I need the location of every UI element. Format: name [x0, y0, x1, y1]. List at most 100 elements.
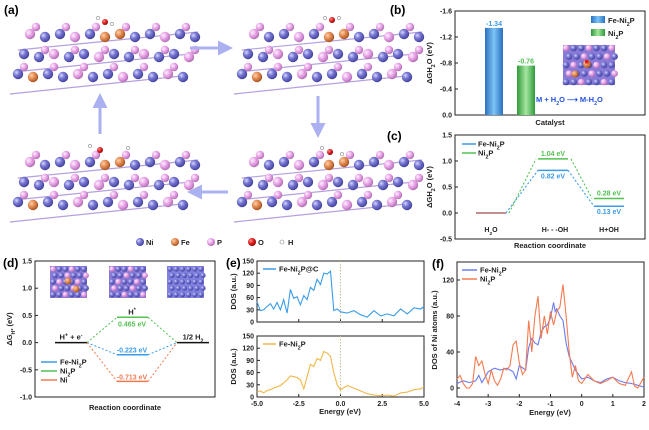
ni-atom: [102, 196, 114, 208]
ni-atom: [302, 48, 314, 60]
p-atom: [70, 173, 80, 183]
ni-atom: [39, 31, 51, 43]
atom: [565, 53, 573, 60]
text-run: Fe-Ni: [279, 265, 298, 274]
bar-fe-ni2p: [485, 27, 503, 115]
p-atom: [272, 48, 284, 60]
ni-atom: [266, 68, 278, 80]
atom: [68, 266, 75, 272]
ni-atom: [263, 31, 275, 43]
energy-label: 0.465 eV: [118, 321, 146, 328]
legend-label: Ni2P: [478, 149, 493, 161]
h-atom: [110, 22, 114, 26]
legend-label-fe: Fe: [181, 238, 190, 247]
text-run: Ni: [60, 367, 68, 376]
transition-path: [147, 316, 178, 343]
p-atom: [162, 196, 174, 208]
p-atom: [255, 22, 265, 32]
p-atom: [24, 156, 36, 168]
text-run: Ni: [480, 275, 488, 284]
ni-atom: [311, 199, 323, 211]
transition-path: [86, 316, 118, 343]
p-atom: [48, 48, 60, 60]
category-label-initial: H+ + e-: [60, 333, 83, 342]
p-atom: [181, 22, 191, 32]
fe-atom: [72, 285, 80, 293]
ni-atom: [108, 48, 120, 60]
atom: [181, 285, 187, 291]
dos-curve-fe-ni2p@c: [256, 270, 425, 318]
ni-atom: [174, 28, 186, 40]
text-run: ΔG: [5, 334, 14, 345]
atom: [167, 292, 173, 298]
ni-atom: [54, 28, 66, 40]
atom: [76, 272, 83, 279]
element-legend: Ni Fe P O H: [136, 238, 293, 247]
atom: [50, 266, 56, 272]
p-atom: [375, 22, 385, 32]
x-tick-label: 2.5: [377, 401, 387, 408]
category-label: H- - -OH: [542, 227, 568, 234]
p-atom: [296, 68, 308, 80]
p-atom: [159, 31, 171, 43]
atom: [179, 266, 185, 272]
x-axis-label: Reaction coordinate: [89, 403, 161, 412]
ni-atom: [18, 176, 30, 188]
p-atom: [93, 51, 105, 63]
panel-d: (d) 1.5 1.0 0.5 0.0 -0.5 -1.0 -0.223 eV 0.465 e…: [3, 256, 216, 412]
atom: [577, 44, 585, 52]
p-atom: [414, 173, 424, 183]
subscript: H*: [11, 328, 17, 335]
atom: [173, 292, 179, 298]
text-run: 1: [183, 333, 187, 342]
bar-value-label: -0.76: [518, 59, 534, 66]
p-atom: [405, 150, 415, 160]
p-atom: [19, 62, 29, 72]
ni-atom: [287, 179, 299, 191]
atom: [133, 266, 140, 272]
atom: [570, 78, 577, 86]
atom: [608, 78, 615, 86]
ni-atom: [257, 179, 269, 191]
p-atom: [384, 45, 394, 55]
p-atom: [169, 62, 179, 72]
atom: [142, 285, 148, 292]
ni-atom: [153, 51, 165, 63]
subscript: 2: [201, 339, 204, 345]
p-atom: [93, 179, 105, 191]
p-atom: [49, 62, 59, 72]
slab-structure-4: [233, 146, 425, 223]
subscript: 2: [556, 101, 559, 107]
atom: [133, 291, 140, 298]
x-tick-label: -3: [485, 401, 491, 408]
transition-path: [570, 158, 593, 199]
atom: [603, 70, 611, 77]
ni-atom: [242, 48, 254, 60]
atom: [608, 44, 615, 52]
x-axis-label: Energy (eV): [529, 408, 571, 417]
ni-atom: [57, 199, 69, 211]
category-label-final: 1/2 H2: [183, 333, 204, 345]
p-atom: [324, 173, 334, 183]
h-atom: [320, 146, 324, 150]
ni-atom: [371, 71, 383, 83]
atom: [593, 44, 600, 52]
ni-atom: [401, 71, 413, 83]
p-atom: [363, 62, 373, 72]
ni-atom: [413, 159, 425, 171]
atom: [117, 285, 124, 292]
subscript: 2: [489, 231, 492, 237]
p-atom: [243, 190, 253, 200]
atom: [173, 279, 179, 285]
o-atom: [97, 147, 103, 153]
y-tick-label: 90: [246, 283, 254, 290]
atom: [194, 285, 200, 291]
slab-structure-3: [9, 144, 201, 223]
y-tick-label: 120: [442, 278, 454, 285]
p-atom: [31, 22, 41, 32]
ni-atom: [174, 156, 186, 168]
atom: [135, 272, 142, 279]
atom: [121, 266, 128, 272]
atom: [175, 272, 181, 278]
subscript: 2: [431, 64, 437, 67]
